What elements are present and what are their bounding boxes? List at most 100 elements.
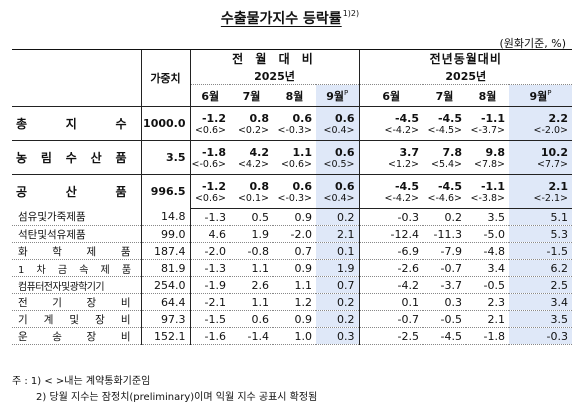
table-row: 가중치 전 월 대 비 전년동월대비 [12, 49, 573, 107]
mom-month-header: 7월 [230, 84, 273, 107]
weight-value: 152.1 [140, 327, 190, 345]
yoy-contract-currency-value: <-4.6> [423, 192, 467, 209]
yoy-contract-currency-value: <-2.0> [509, 124, 573, 141]
yoy-value: 5.3 [509, 225, 573, 243]
yoy-value: -4.5 [423, 174, 467, 193]
table-title: 수출물가지수 등락률1)2) [0, 8, 580, 28]
yoy-value: 3.5 [509, 310, 573, 328]
weight-value: 99.0 [140, 225, 190, 243]
yoy-contract-currency-value: <-4.2> [358, 192, 424, 209]
mom-value: 0.2 [316, 208, 360, 226]
row-label-text: 총 지 수 [16, 117, 127, 131]
weight-value: 3.5 [140, 140, 190, 175]
yoy-month-header: 9월P [509, 84, 573, 107]
yoy-value: 3.7 [358, 140, 424, 159]
footnotes: 주 : 1) < >내는 계약통화기준임 2) 당월 지수는 잠정치(preli… [12, 374, 317, 406]
mom-value: -1.6 [189, 327, 230, 345]
mom-contract-currency-value: <0.2> [230, 124, 273, 141]
mom-value: 1.2 [273, 293, 316, 311]
footnote-2: 2) 당월 지수는 잠정치(preliminary)이며 익월 지수 공표시 확… [36, 392, 318, 403]
unit-note: (원화기준, %) [499, 37, 566, 50]
table-row: 공 산 품 996.5 -1.2 0.8 0.6 0.6 -4.5 -4.5 -1.1 2.1 [12, 174, 573, 209]
weight-value: 64.4 [140, 293, 190, 311]
yoy-value: -0.5 [466, 276, 510, 294]
yoy-value: -1.8 [466, 327, 510, 345]
mom-contract-currency-value: <0.5> [316, 158, 360, 175]
mom-value: 0.8 [230, 174, 273, 193]
preliminary-mark: P [547, 88, 552, 97]
table-row: <0.6> <0.1> <-0.3> <0.4> <-4.2> <-4.6> <-3.8> <… [12, 192, 573, 209]
mom-year-header: 2025년 [189, 67, 360, 85]
preliminary-mark: P [344, 88, 349, 97]
yoy-contract-currency-value: <5.4> [423, 158, 467, 175]
weight-value: 81.9 [140, 259, 190, 277]
mom-value: -2.0 [273, 225, 316, 243]
yoy-month-header: 6월 [358, 84, 424, 107]
sub-row-label: 운 송 장 비 [12, 327, 141, 345]
month-label: 8월 [285, 89, 304, 103]
table-row: 총 지 수 1000.0 -1.2 0.8 0.6 0.6 -4.5 -4.5 -1.1 2.2 [12, 106, 573, 141]
yoy-value: -1.1 [466, 174, 510, 193]
mom-value: -1.3 [189, 259, 230, 277]
mom-month-header: 8월 [273, 84, 316, 107]
yoy-value: 2.1 [509, 174, 573, 193]
mom-value: 0.2 [316, 293, 360, 311]
mom-value: -1.3 [189, 208, 230, 226]
yoy-value: 7.8 [423, 140, 467, 159]
mom-value: 0.8 [230, 106, 273, 125]
weight-value: 97.3 [140, 310, 190, 328]
row-label-text: 공 산 품 [16, 185, 127, 200]
table-row: 2025년 2025년 [12, 67, 573, 85]
yoy-value: 3.4 [509, 293, 573, 311]
mom-contract-currency-value: <-0.6> [189, 158, 230, 175]
yoy-value: 2.2 [509, 106, 573, 125]
yoy-month-header: 7월 [423, 84, 467, 107]
mom-contract-currency-value: <0.1> [230, 192, 273, 209]
table-body: 가중치 전 월 대 비 전년동월대비 2025년 2025년 6월 7월 8월 9월P 6월 7월 8… [12, 49, 573, 345]
mom-value: 0.2 [316, 310, 360, 328]
yoy-value: -12.4 [358, 225, 424, 243]
sub-row-label: 석탄및석유제품 [12, 225, 141, 243]
weight-header: 가중치 [140, 49, 190, 107]
weight-value: 14.8 [140, 208, 190, 226]
mom-value: -1.4 [230, 327, 273, 345]
yoy-month-header: 8월 [466, 84, 510, 107]
yoy-value: -7.9 [423, 242, 467, 260]
yoy-contract-currency-value: <1.2> [358, 158, 424, 175]
yoy-value: 2.5 [509, 276, 573, 294]
mom-value: 0.3 [316, 327, 360, 345]
table-row: 1 차 금 속 제 품 81.9 -1.3 1.1 0.9 1.9 -2.6 -0.7 3.4 6… [12, 259, 573, 277]
mom-value: 1.0 [273, 327, 316, 345]
yoy-value: 5.1 [509, 208, 573, 226]
mom-contract-currency-value: <0.6> [189, 124, 230, 141]
table-row: 석탄및석유제품 99.0 4.6 1.9 -2.0 2.1 -12.4 -11.3 -5.0 5.… [12, 225, 573, 243]
weight-value: 187.4 [140, 242, 190, 260]
mom-value: 1.1 [230, 259, 273, 277]
mom-contract-currency-value: <-0.3> [273, 192, 316, 209]
yoy-value: -4.8 [466, 242, 510, 260]
corner-cell [12, 49, 141, 107]
sub-row-label: 화 학 제 품 [12, 242, 141, 260]
yoy-value: -0.7 [358, 310, 424, 328]
mom-value: 1.1 [230, 293, 273, 311]
yoy-contract-currency-value: <-2.1> [509, 192, 573, 209]
yoy-value: 10.2 [509, 140, 573, 159]
table-row: 농 림 수 산 품 3.5 -1.8 4.2 1.1 0.6 3.7 7.8 9.8 10.2 [12, 140, 573, 175]
mom-month-header: 6월 [189, 84, 230, 107]
yoy-value: 0.1 [358, 293, 424, 311]
mom-value: 1.1 [273, 276, 316, 294]
yoy-value: -0.7 [423, 259, 467, 277]
mom-value: 4.6 [189, 225, 230, 243]
yoy-value: -5.0 [466, 225, 510, 243]
table-row: 섬유및가죽제품 14.8 -1.3 0.5 0.9 0.2 -0.3 0.2 3.5 5.1 [12, 208, 573, 226]
row-label-text: 농 림 수 산 품 [16, 151, 127, 165]
yoy-value: -3.7 [423, 276, 467, 294]
mom-contract-currency-value: <0.6> [273, 158, 316, 175]
weight-value: 254.0 [140, 276, 190, 294]
mom-month-header: 9월P [316, 84, 360, 107]
mom-contract-currency-value: <-0.3> [273, 124, 316, 141]
mom-value: -1.2 [189, 174, 230, 193]
month-label: 7월 [435, 89, 454, 103]
yoy-year-header: 2025년 [358, 67, 573, 85]
footnote-1: 주 : 1) < >내는 계약통화기준임 [12, 376, 151, 387]
